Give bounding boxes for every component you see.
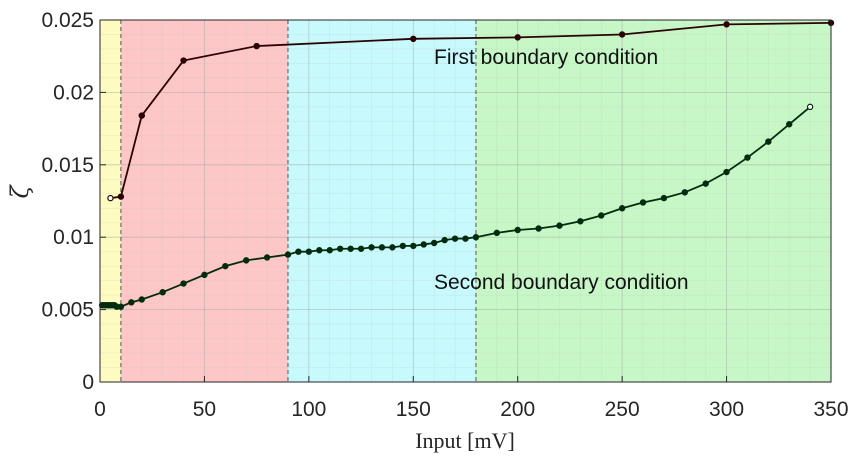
x-tick-label: 100 [291,398,326,421]
series-2-point [410,242,417,250]
series-1-point [138,112,145,119]
series-2-point [451,235,459,242]
series-2-point [744,154,751,161]
series-2-point [159,289,166,296]
y-tick-label: 0.015 [41,154,94,177]
shaded-regions [100,20,831,382]
series-1-point [253,42,260,50]
series-2-point [117,303,125,310]
series-1-point [117,193,125,200]
series-2-point [128,299,135,306]
x-tick-label: 200 [500,398,535,421]
series-2-point [462,235,469,242]
y-tick-label: 0 [82,371,94,394]
series-2-point [378,244,386,251]
series-1-point [514,34,521,41]
series-2-point [660,194,668,202]
series-2-point [577,218,584,225]
y-axis-label: ζ [6,184,34,199]
series-2-point [263,254,271,261]
series-1-point [180,57,187,64]
y-tick-label: 0.005 [41,299,94,322]
series-2-point [138,296,145,303]
series-2-point [242,257,250,264]
series-2-point [723,168,730,176]
series-2-point [535,225,542,232]
series-2-point [326,247,333,254]
x-tick-label: 50 [193,398,216,421]
series-2-point [180,280,187,287]
series-2-point [514,226,521,234]
series-2-point [556,222,563,229]
series-2-point [389,244,396,251]
series-2-line [102,106,811,308]
series-2-point [786,121,793,128]
x-tick-label: 300 [709,398,744,421]
series-2-point [284,251,292,258]
series-2-point [806,103,814,111]
series-1-point [618,31,626,38]
series-2-point [295,248,302,255]
region-2 [287,20,476,382]
x-tick-label: 150 [396,398,431,421]
series-layer [98,19,835,310]
x-axis-label: Input [mV] [415,428,515,453]
series-1-point [107,194,114,202]
x-axis-ticks: 0 50 100 150 200 250 300 350 [94,376,849,421]
annotation-second-boundary: Second boundary condition [434,271,689,294]
series-2-point [598,212,605,219]
series-2-point [639,199,647,206]
series-2-point [222,262,229,270]
series-2-point [430,239,438,247]
series-1 [107,19,835,202]
series-1-point [410,35,417,43]
series-2-point [420,241,427,248]
series-2-point [336,245,344,252]
series-2-point [472,233,480,241]
x-tick-label: 0 [94,398,106,421]
region-boundaries [120,20,477,382]
series-1-line [110,22,832,199]
series-2-point [347,245,354,252]
series-2-point [681,189,689,196]
x-tick-label: 250 [605,398,640,421]
series-2-point [357,245,365,252]
y-tick-label: 0.01 [53,226,94,249]
plot-frame [99,19,832,383]
grid [99,19,832,383]
series-2-point [201,271,208,279]
y-axis-ticks: 0 0.005 0.01 0.015 0.02 0.025 [41,9,106,394]
series-2-point [368,244,375,251]
series-2-point [399,242,407,250]
series-2-point [316,247,323,254]
x-tick-label: 350 [813,398,848,421]
annotation-first-boundary: First boundary condition [434,46,658,69]
series-2 [98,103,814,310]
series-2-point [441,236,448,244]
series-2-point [618,205,626,212]
series-1-point [723,21,730,28]
series-2-point [765,138,772,145]
series-2-point [702,180,709,187]
series-2-point [493,229,501,237]
y-tick-label: 0.02 [53,81,94,104]
y-tick-label: 0.025 [41,9,94,32]
series-2-point [305,248,313,255]
